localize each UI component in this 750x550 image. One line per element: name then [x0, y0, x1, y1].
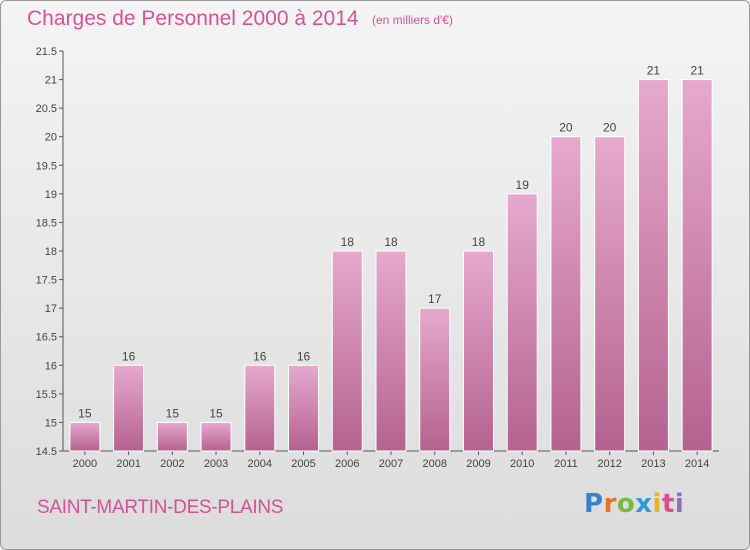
value-label-2014: 21 — [690, 64, 704, 78]
value-label-2012: 20 — [603, 121, 617, 135]
bar-2008 — [419, 307, 451, 452]
x-tick-label-2013: 2013 — [641, 458, 665, 470]
bar-2006 — [331, 250, 363, 452]
y-tick-label: 17 — [45, 303, 57, 315]
chart-title: Charges de Personnel 2000 à 2014 — [27, 7, 359, 30]
x-tick-label-2014: 2014 — [685, 458, 709, 470]
value-label-2004: 16 — [253, 349, 267, 363]
labels: 15 2000 16 2001 15 2002 15 2003 16 2004 16 2005 18 20… — [73, 64, 710, 470]
x-tick-label-2003: 2003 — [204, 458, 228, 470]
y-tick-label: 21 — [45, 75, 57, 87]
value-label-2010: 19 — [516, 178, 530, 192]
bar-2013 — [637, 79, 669, 452]
x-tick-label-2010: 2010 — [510, 458, 534, 470]
value-label-2013: 21 — [647, 64, 661, 78]
bar-2005 — [288, 364, 320, 452]
x-tick-label-2004: 2004 — [248, 458, 272, 470]
bar-2003 — [200, 421, 232, 452]
x-tick-label-2008: 2008 — [422, 458, 446, 470]
y-tick-label: 20 — [45, 132, 57, 144]
proxiti-logo: Proxiti — [584, 489, 685, 519]
chart-subtitle: (en milliers d'€) — [372, 13, 453, 27]
y-tick-label: 15.5 — [36, 389, 57, 401]
value-label-2002: 15 — [166, 406, 180, 420]
bar-2014 — [681, 79, 713, 452]
x-tick-label-2001: 2001 — [116, 458, 140, 470]
value-label-2008: 17 — [428, 292, 442, 306]
y-tick-label: 18.5 — [36, 217, 57, 229]
x-tick-label-2009: 2009 — [466, 458, 490, 470]
bar-2002 — [156, 421, 188, 452]
commune-name: SAINT-MARTIN-DES-PLAINS — [37, 497, 284, 518]
y-tick-label: 18 — [45, 246, 57, 258]
x-tick-label-2012: 2012 — [597, 458, 621, 470]
value-label-2003: 15 — [209, 406, 223, 420]
bar-2004 — [244, 364, 276, 452]
y-tick-label: 15 — [45, 417, 57, 429]
bar-2009 — [462, 250, 494, 452]
y-tick-label: 16 — [45, 360, 57, 372]
y-tick-label: 14.5 — [36, 446, 57, 458]
value-label-2000: 15 — [78, 406, 92, 420]
y-tick-label: 16.5 — [36, 332, 57, 344]
x-tick-label-2005: 2005 — [291, 458, 315, 470]
bars — [69, 79, 713, 452]
y-tick-label: 19 — [45, 189, 57, 201]
x-tick-label-2006: 2006 — [335, 458, 359, 470]
value-label-2006: 18 — [341, 235, 355, 249]
y-tick-label: 17.5 — [36, 275, 57, 287]
x-tick-label-2011: 2011 — [554, 458, 578, 470]
value-label-2007: 18 — [384, 235, 398, 249]
y-tick-label: 20.5 — [36, 103, 57, 115]
x-tick-label-2000: 2000 — [73, 458, 97, 470]
value-label-2001: 16 — [122, 349, 136, 363]
x-tick-label-2002: 2002 — [160, 458, 184, 470]
x-tick-label-2007: 2007 — [379, 458, 403, 470]
bar-2010 — [506, 193, 538, 452]
bar-2007 — [375, 250, 407, 452]
bar-2012 — [594, 136, 626, 452]
value-label-2011: 20 — [559, 121, 573, 135]
value-label-2005: 16 — [297, 349, 311, 363]
bar-2011 — [550, 136, 582, 452]
y-tick-label: 21.5 — [36, 46, 57, 58]
y-tick-label: 19.5 — [36, 160, 57, 172]
value-label-2009: 18 — [472, 235, 486, 249]
bar-2001 — [113, 364, 145, 452]
bar-2000 — [69, 421, 101, 452]
